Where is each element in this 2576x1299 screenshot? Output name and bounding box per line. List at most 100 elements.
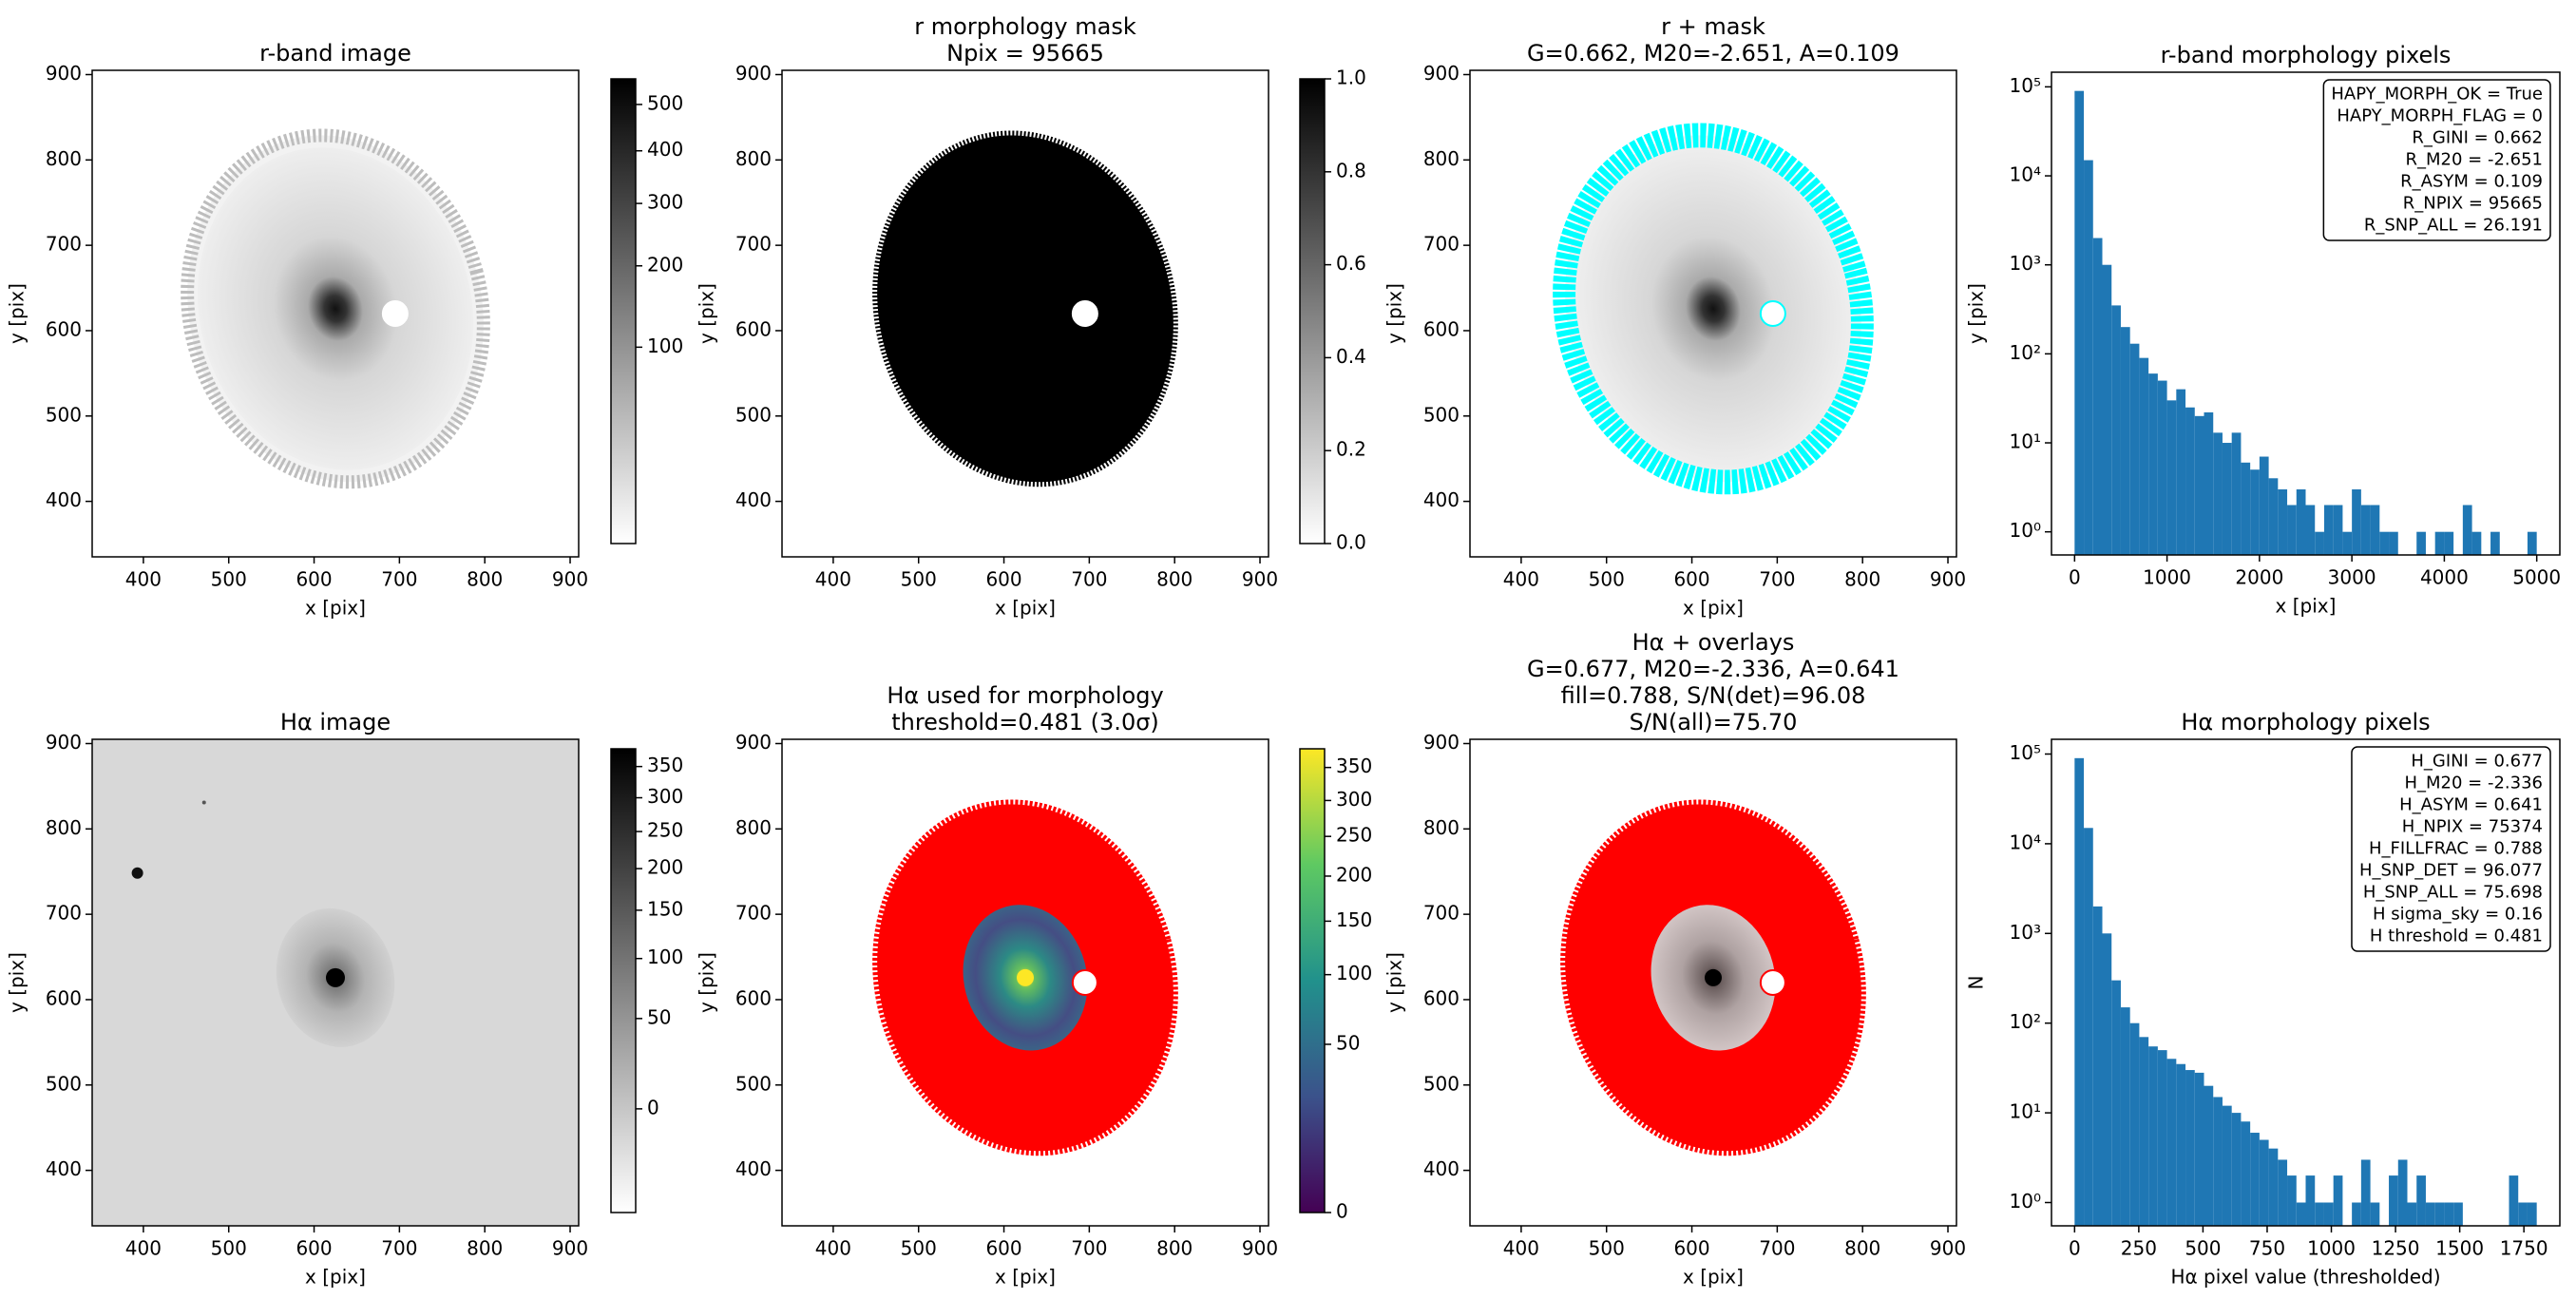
plot-frame [1469, 69, 1957, 558]
bar [2397, 1159, 2408, 1226]
marker [1071, 969, 1098, 996]
x-tick-label: 800 [1844, 1237, 1880, 1260]
colorbar-tick-label: 150 [647, 897, 683, 920]
colorbar-tick-label: 300 [647, 785, 683, 808]
bar [2333, 505, 2343, 555]
bar [2444, 531, 2454, 555]
bar [2120, 1007, 2130, 1226]
x-tick-label: 1750 [2500, 1237, 2548, 1260]
halpha-core [1705, 968, 1722, 986]
annotation-line: R_SNP_ALL = 26.191 [2364, 216, 2543, 236]
plot-frame [2051, 71, 2561, 556]
bar [2527, 1202, 2537, 1226]
y-tick-label: 700 [46, 233, 82, 256]
bar [2268, 478, 2279, 555]
y-tick-label: 10¹ [2010, 1100, 2041, 1123]
y-tick-label: 10¹ [2010, 430, 2041, 453]
bar [2342, 531, 2353, 555]
x-tick-label: 500 [1589, 568, 1625, 591]
colorbar-tick-label: 300 [1336, 788, 1372, 811]
x-tick-label: 900 [552, 1237, 588, 1260]
panel-title: fill=0.788, S/N(det)=96.08 [1561, 682, 1866, 709]
bar [2490, 531, 2500, 555]
panel-title: Hα morphology pixels [2181, 709, 2430, 735]
bar [2241, 462, 2251, 555]
y-axis-label: y [pix] [1383, 952, 1406, 1013]
colorbar-tick-label: 200 [647, 856, 683, 879]
bar [2157, 380, 2167, 555]
colorbar-tick-label: 0 [647, 1096, 659, 1118]
x-tick-label: 900 [1930, 1237, 1966, 1260]
bar [2074, 757, 2085, 1226]
y-tick-label: 900 [735, 731, 772, 754]
y-tick-label: 700 [1423, 233, 1460, 256]
x-tick-label: 400 [125, 1237, 162, 1260]
bar [2518, 1202, 2528, 1226]
colorbar-tick-label: 0.4 [1336, 345, 1366, 368]
y-tick-label: 700 [1423, 902, 1460, 925]
x-tick-label: 600 [296, 568, 332, 591]
colorbar [610, 78, 637, 544]
bar [2315, 1202, 2324, 1226]
panel-title: Hα + overlays [1632, 629, 1795, 656]
bar [2296, 488, 2306, 555]
bar [2296, 1202, 2306, 1226]
y-tick-label: 600 [735, 986, 772, 1009]
y-tick-label: 600 [46, 986, 82, 1009]
bar [2129, 1022, 2140, 1226]
y-tick-label: 900 [46, 731, 82, 754]
plot-area [872, 130, 1178, 487]
x-tick-label: 1250 [2372, 1237, 2420, 1260]
colorbar [1299, 748, 1326, 1213]
bar [2527, 531, 2537, 555]
y-tick-label: 900 [1423, 731, 1460, 754]
bar [2389, 1175, 2398, 1226]
y-tick-label: 10⁵ [2010, 74, 2041, 97]
x-tick-label: 700 [1071, 568, 1107, 591]
x-tick-label: 400 [125, 568, 162, 591]
bar [2434, 1202, 2445, 1226]
x-tick-label: 600 [985, 568, 1021, 591]
x-tick-label: 700 [1759, 568, 1795, 591]
y-tick-label: 400 [46, 1157, 82, 1180]
x-tick-label: 700 [381, 1237, 417, 1260]
x-tick-label: 500 [901, 568, 937, 591]
x-tick-label: 0 [2069, 1237, 2081, 1260]
plot-frame [1469, 738, 1957, 1227]
y-axis-label: y [pix] [696, 952, 718, 1013]
bar [2389, 531, 2398, 555]
plot-frame [2051, 738, 2561, 1227]
bar [2370, 505, 2380, 555]
x-tick-label: 600 [1673, 1237, 1709, 1260]
bar [2102, 933, 2112, 1226]
panel-title: Npix = 95665 [946, 40, 1104, 67]
x-tick-label: 0 [2069, 566, 2081, 589]
bar [2453, 1202, 2463, 1226]
plot-area [872, 799, 1178, 1156]
bar [2250, 1133, 2260, 1226]
bar [2194, 415, 2204, 555]
bar [2462, 505, 2472, 555]
x-axis-label: x [pix] [995, 597, 1056, 620]
star [131, 867, 143, 879]
x-tick-label: 1000 [2143, 566, 2191, 589]
bar [2185, 407, 2195, 555]
x-tick-label: 600 [985, 1237, 1021, 1260]
y-axis-label: y [pix] [1383, 283, 1406, 344]
bar [2259, 456, 2269, 555]
bar [2434, 531, 2445, 555]
bar [2111, 305, 2121, 555]
y-tick-label: 10⁰ [2010, 1190, 2041, 1213]
x-tick-label: 3000 [2328, 566, 2376, 589]
panel-title: r morphology mask [914, 13, 1136, 40]
x-tick-label: 400 [815, 1237, 851, 1260]
panel-title: r + mask [1661, 13, 1765, 40]
bar [2305, 1175, 2316, 1226]
y-tick-label: 500 [735, 403, 772, 426]
x-tick-label: 600 [296, 1237, 332, 1260]
colorbar-tick-label: 350 [647, 754, 683, 776]
y-tick-label: 800 [735, 147, 772, 170]
panel-title: r-band morphology pixels [2161, 42, 2452, 68]
colorbar-tick-label: 200 [647, 253, 683, 276]
